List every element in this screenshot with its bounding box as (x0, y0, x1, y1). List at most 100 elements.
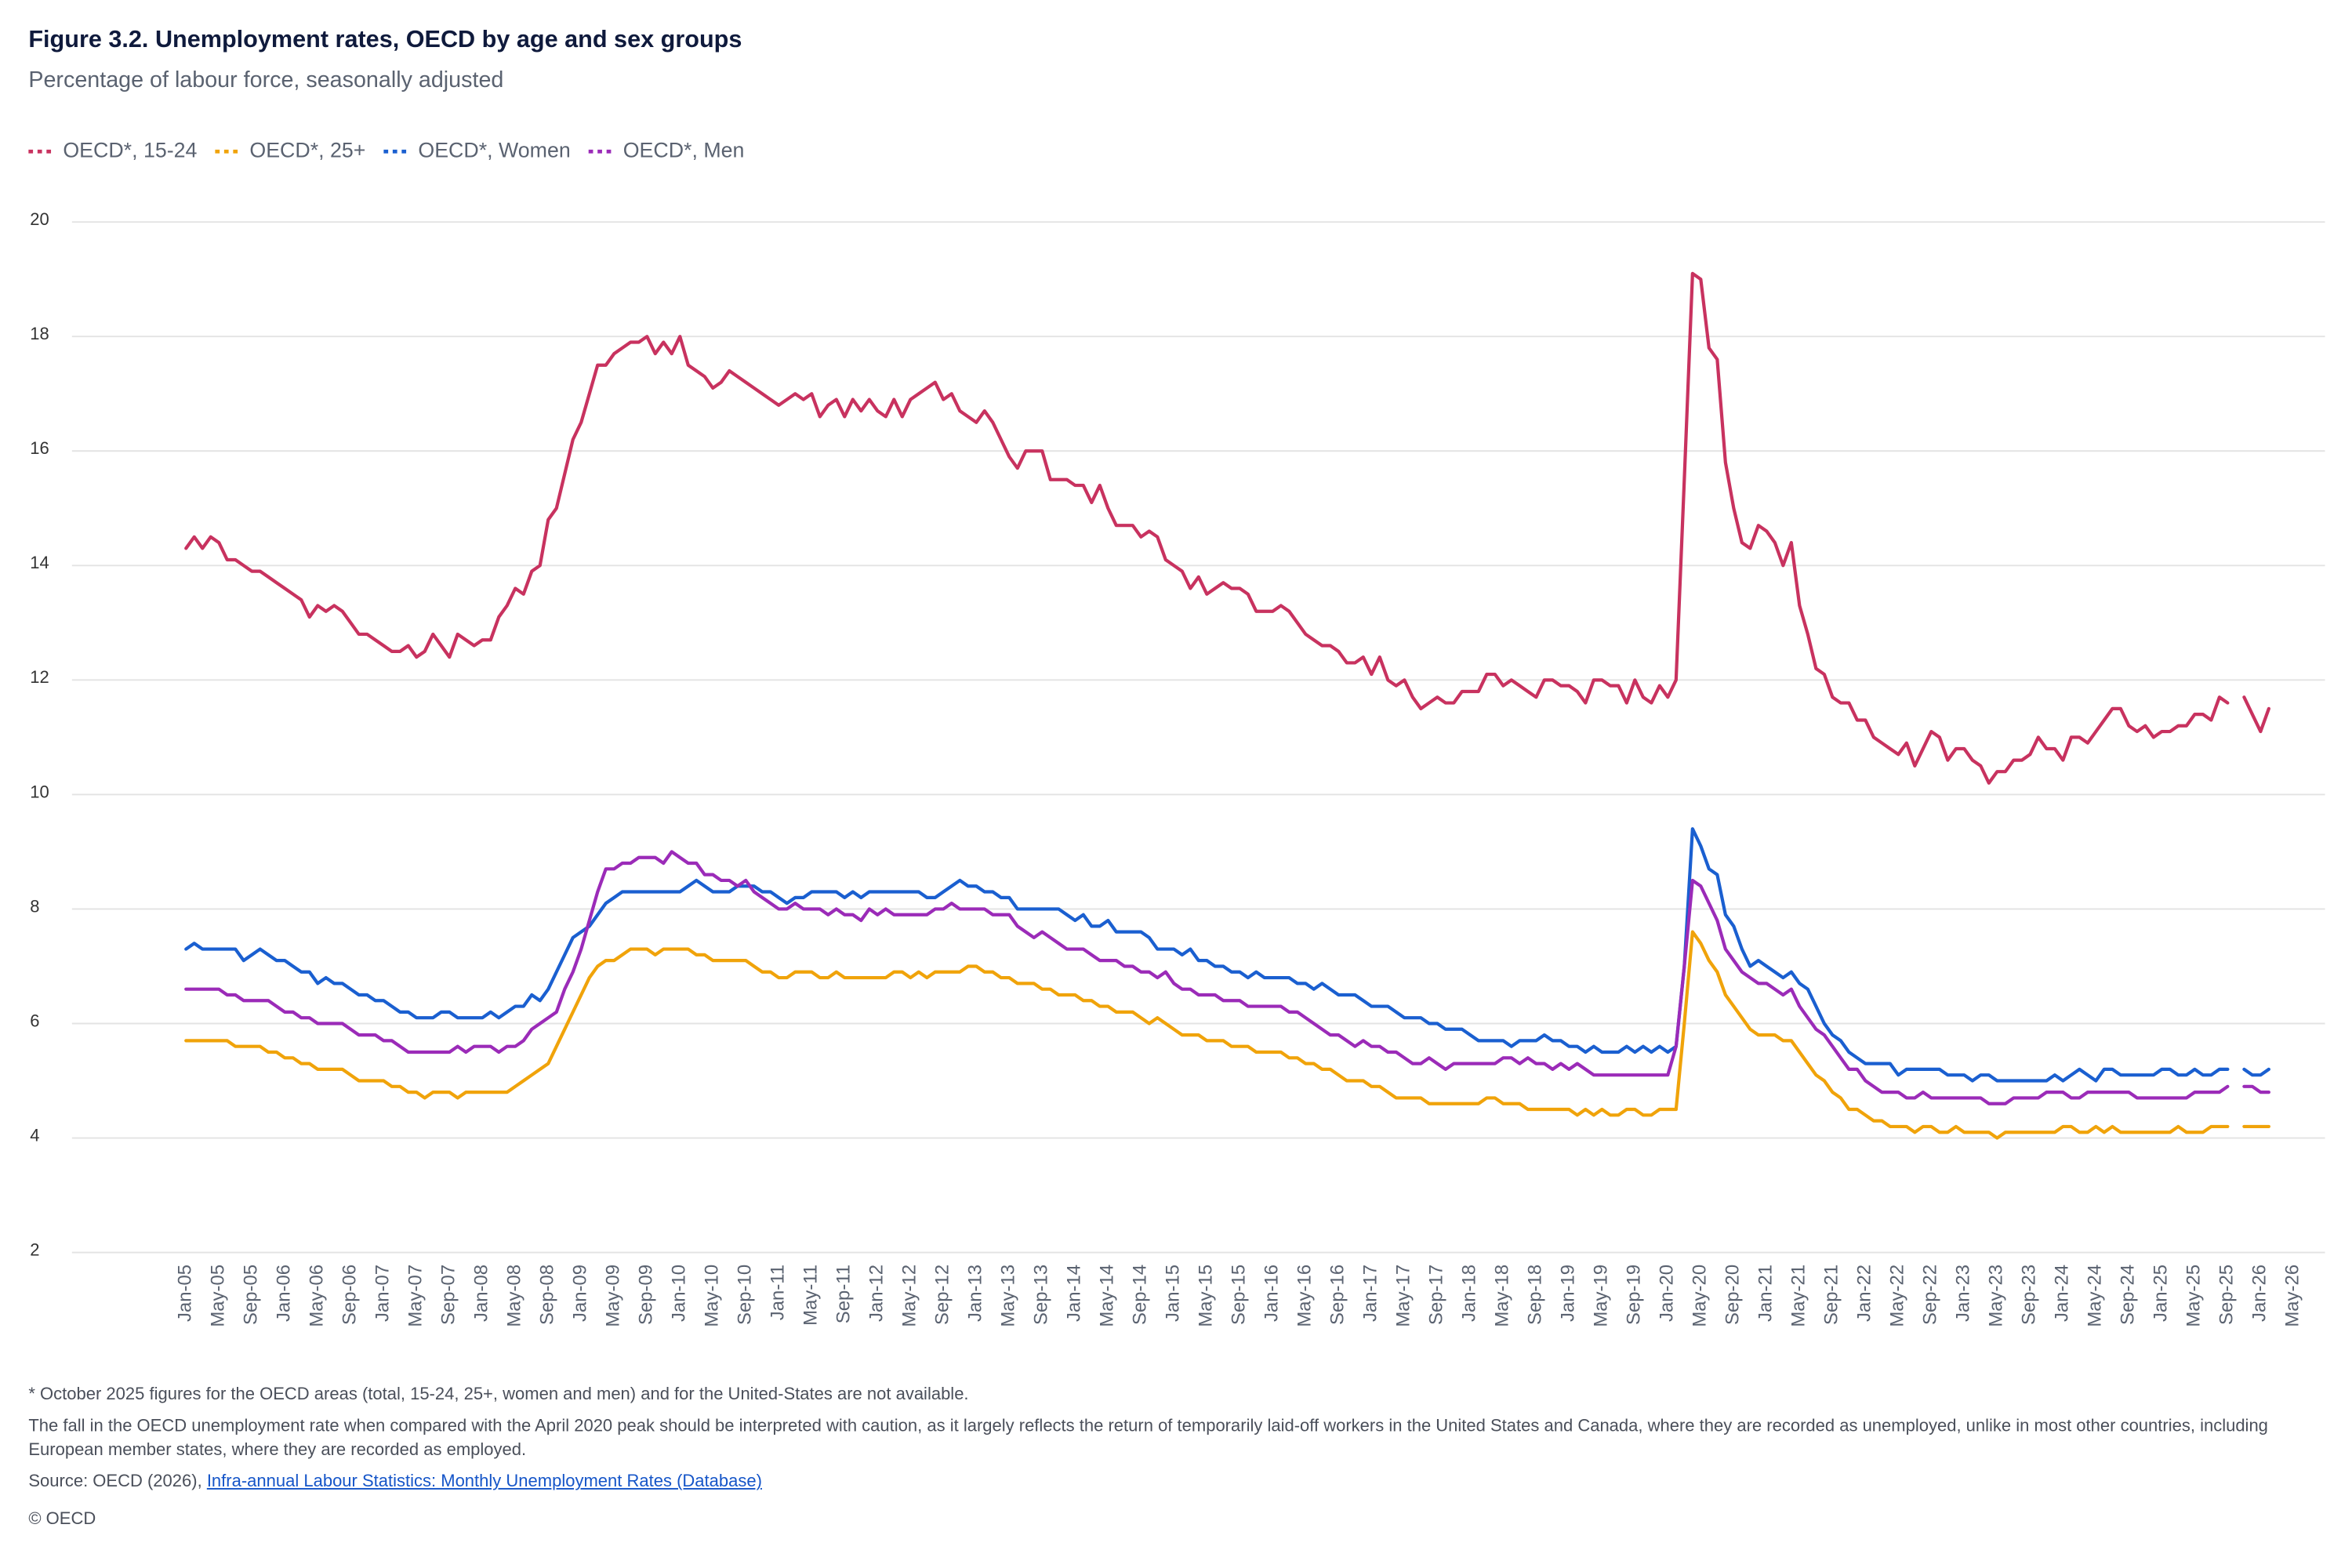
x-tick-label: Jan-05 (175, 1265, 196, 1322)
x-tick-label: May-16 (1294, 1265, 1316, 1327)
chart-title: Figure 3.2. Unemployment rates, OECD by … (28, 26, 742, 53)
x-tick-label: Sep-14 (1130, 1265, 1151, 1325)
x-tick-label: Jan-07 (372, 1265, 394, 1322)
legend-item: OECD*, Women (383, 138, 571, 162)
x-tick-label: Jan-15 (1163, 1265, 1184, 1322)
source-text: Source: OECD (2026), (28, 1472, 202, 1491)
legend-item: OECD*, 15-24 (28, 138, 198, 162)
x-tick-label: Jan-14 (1064, 1265, 1085, 1322)
x-tick-label: May-08 (504, 1265, 525, 1327)
x-tick-label: Jan-26 (2249, 1265, 2270, 1322)
x-tick-label: Jan-19 (1558, 1265, 1579, 1322)
x-tick-label: May-17 (1393, 1265, 1414, 1327)
x-tick-label: Sep-11 (833, 1265, 855, 1323)
x-tick-label: May-10 (702, 1265, 723, 1327)
x-tick-label: Jan-17 (1360, 1265, 1381, 1322)
y-tick-label: 8 (30, 896, 39, 916)
x-tick-label: Jan-11 (768, 1265, 789, 1320)
x-tick-label: Jan-25 (2151, 1265, 2172, 1322)
x-tick-label: Sep-09 (636, 1265, 657, 1325)
x-tick-label: Sep-24 (2118, 1265, 2139, 1325)
legend-item: OECD*, Men (588, 138, 745, 162)
x-tick-label: May-11 (800, 1265, 822, 1326)
x-axis: Jan-05 May-05 Sep-05 Jan-06 May-06 Sep-06 Jan-… (175, 1265, 2303, 1327)
x-tick-label: Sep-08 (537, 1265, 558, 1325)
x-tick-label: Sep-16 (1327, 1265, 1348, 1325)
source: Source: OECD (2026), Infra-annual Labour… (28, 1470, 2331, 1495)
x-tick-label: Sep-15 (1229, 1265, 1250, 1325)
x-tick-label: May-19 (1591, 1265, 1612, 1327)
source-link[interactable]: Infra-annual Labour Statistics: Monthly … (206, 1472, 762, 1491)
x-tick-label: May-15 (1196, 1265, 1217, 1327)
y-tick-label: 18 (30, 324, 49, 343)
note: The fall in the OECD unemployment rate w… (28, 1417, 2268, 1461)
grid: 2 4 6 8 10 12 14 16 18 20 (30, 209, 2325, 1259)
y-tick-label: 16 (30, 438, 49, 458)
x-tick-label: Jan-08 (471, 1265, 492, 1322)
series-line (184, 850, 2270, 1105)
legend-item: OECD*, 25+ (215, 138, 365, 162)
legend: OECD*, 15-24 OECD*, 25+ OECD*, Women OECD*,… (28, 138, 744, 162)
x-tick-label: Sep-12 (932, 1265, 953, 1325)
series-line (184, 271, 2270, 785)
x-tick-label: May-25 (2183, 1265, 2205, 1327)
y-tick-label: 6 (30, 1011, 39, 1030)
x-tick-label: Sep-17 (1426, 1265, 1447, 1325)
series-line (184, 827, 2270, 1083)
x-tick-label: Jan-21 (1755, 1265, 1777, 1322)
footer-text: * October 2025 figures for the OECD area… (28, 1383, 2331, 1532)
x-tick-label: Jan-10 (669, 1265, 690, 1322)
series-line (184, 930, 2270, 1140)
x-tick-label: Jan-23 (1953, 1265, 1974, 1322)
x-tick-label: Sep-18 (1525, 1265, 1546, 1325)
x-tick-label: Sep-22 (1920, 1265, 1941, 1325)
legend-label: OECD*, 15-24 (63, 138, 197, 162)
x-tick-label: Jan-20 (1657, 1265, 1678, 1322)
x-tick-label: Sep-23 (2019, 1265, 2040, 1325)
x-tick-label: Jan-12 (866, 1265, 887, 1322)
footer: * October 2025 figures for the OECD area… (28, 1383, 2331, 1532)
x-tick-label: Sep-10 (735, 1265, 756, 1325)
x-tick-label: Sep-25 (2216, 1265, 2238, 1325)
x-tick-label: Sep-07 (438, 1265, 459, 1325)
note: * October 2025 figures for the OECD area… (28, 1385, 969, 1404)
x-tick-label: Jan-06 (274, 1265, 295, 1322)
x-tick-label: May-09 (603, 1265, 624, 1327)
chart-subtitle: Percentage of labour force, seasonally a… (28, 67, 503, 93)
x-tick-label: May-24 (2085, 1265, 2106, 1327)
y-tick-label: 14 (30, 553, 49, 572)
legend-label: OECD*, Women (418, 138, 570, 162)
copyright: © OECD (28, 1510, 96, 1529)
x-tick-label: May-21 (1788, 1265, 1809, 1327)
x-tick-label: Jan-16 (1261, 1265, 1283, 1322)
x-tick-label: May-05 (208, 1265, 229, 1327)
y-tick-label: 20 (30, 209, 49, 229)
x-tick-label: Jan-22 (1854, 1265, 1875, 1322)
x-tick-label: May-26 (2282, 1265, 2303, 1327)
x-tick-label: Sep-13 (1031, 1265, 1052, 1325)
plot-lines (184, 271, 2270, 1140)
x-tick-label: May-23 (1986, 1265, 2007, 1327)
x-tick-label: Jan-24 (2052, 1265, 2073, 1322)
y-tick-label: 10 (30, 782, 49, 801)
x-tick-label: May-06 (307, 1265, 328, 1327)
legend-label: OECD*, Men (623, 138, 745, 162)
x-tick-label: Sep-06 (339, 1265, 361, 1325)
x-tick-label: Jan-13 (965, 1265, 986, 1322)
y-tick-label: 4 (30, 1125, 39, 1145)
x-tick-label: Sep-21 (1821, 1265, 1842, 1325)
x-tick-label: May-12 (899, 1265, 920, 1327)
y-tick-label: 12 (30, 667, 49, 687)
x-tick-label: May-07 (405, 1265, 426, 1327)
x-tick-label: May-14 (1097, 1265, 1118, 1327)
x-tick-label: May-13 (998, 1265, 1019, 1327)
x-tick-label: Sep-19 (1624, 1265, 1645, 1325)
x-tick-label: May-22 (1887, 1265, 1908, 1327)
x-tick-label: May-18 (1492, 1265, 1513, 1327)
legend-label: OECD*, 25+ (249, 138, 365, 162)
y-tick-label: 2 (30, 1240, 39, 1259)
x-tick-label: Sep-20 (1722, 1265, 1744, 1325)
x-tick-label: May-20 (1690, 1265, 1711, 1327)
